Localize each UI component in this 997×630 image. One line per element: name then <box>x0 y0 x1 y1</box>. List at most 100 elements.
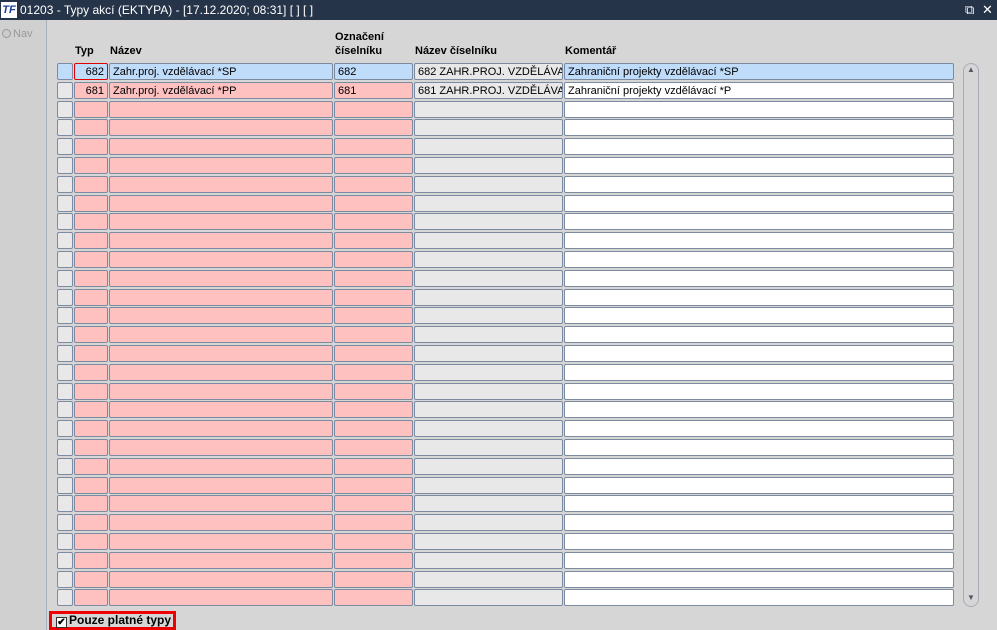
cell-typ[interactable] <box>74 251 108 268</box>
cell-oznaceni[interactable] <box>334 382 413 400</box>
cell-nazev-ciselniku[interactable] <box>414 382 563 400</box>
cell-nazev-ciselniku[interactable] <box>414 457 563 475</box>
cell-oznaceni[interactable] <box>334 251 413 268</box>
cell-komentar[interactable] <box>564 570 954 588</box>
cell-oznaceni[interactable] <box>334 326 413 344</box>
scroll-down-icon[interactable]: ▼ <box>967 593 975 602</box>
cell-sel[interactable] <box>57 589 73 607</box>
cell-nazev-ciselniku[interactable] <box>414 100 563 118</box>
cell-komentar[interactable] <box>564 307 954 325</box>
cell-nazev-ciselniku[interactable] <box>414 194 563 212</box>
cell-sel[interactable] <box>57 63 73 80</box>
cell-komentar[interactable] <box>564 457 954 475</box>
cell-nazev[interactable] <box>109 307 333 325</box>
cell-nazev-ciselniku[interactable]: 681 ZAHR.PROJ. VZDĚLÁVACÍ <box>414 81 563 99</box>
cell-nazev[interactable] <box>109 551 333 569</box>
cell-nazev[interactable] <box>109 363 333 381</box>
cell-sel[interactable] <box>57 269 73 287</box>
cell-nazev[interactable] <box>109 401 333 419</box>
cell-typ[interactable] <box>74 307 108 325</box>
cell-typ[interactable] <box>74 514 108 532</box>
cell-nazev-ciselniku[interactable] <box>414 251 563 268</box>
cell-nazev[interactable] <box>109 420 333 438</box>
cell-oznaceni[interactable] <box>334 533 413 550</box>
cell-typ[interactable] <box>74 175 108 193</box>
cell-sel[interactable] <box>57 307 73 325</box>
scroll-up-icon[interactable]: ▲ <box>967 65 975 74</box>
cell-nazev[interactable] <box>109 213 333 231</box>
cell-nazev[interactable] <box>109 100 333 118</box>
cell-nazev[interactable] <box>109 269 333 287</box>
cell-komentar[interactable]: Zahraniční projekty vzdělávací *P <box>564 81 954 99</box>
cell-oznaceni[interactable] <box>334 457 413 475</box>
cell-nazev-ciselniku[interactable] <box>414 269 563 287</box>
cell-komentar[interactable] <box>564 439 954 456</box>
cell-nazev-ciselniku[interactable] <box>414 401 563 419</box>
cell-nazev-ciselniku[interactable] <box>414 495 563 513</box>
cell-oznaceni[interactable] <box>334 100 413 118</box>
cell-oznaceni[interactable] <box>334 476 413 494</box>
cell-nazev[interactable] <box>109 382 333 400</box>
cell-typ[interactable] <box>74 119 108 137</box>
cell-nazev-ciselniku[interactable] <box>414 175 563 193</box>
cell-nazev[interactable] <box>109 589 333 607</box>
cell-komentar[interactable] <box>564 157 954 174</box>
cell-nazev-ciselniku[interactable] <box>414 345 563 362</box>
cell-nazev[interactable] <box>109 194 333 212</box>
cell-sel[interactable] <box>57 363 73 381</box>
cell-typ[interactable] <box>74 476 108 494</box>
cell-sel[interactable] <box>57 570 73 588</box>
cell-komentar[interactable] <box>564 382 954 400</box>
cell-nazev[interactable]: Zahr.proj. vzdělávací *SP <box>109 63 333 80</box>
cell-nazev-ciselniku[interactable]: 682 ZAHR.PROJ. VZDĚLÁVACÍ <box>414 63 563 80</box>
cell-typ[interactable]: 681 <box>74 81 108 99</box>
valid-only-checkbox[interactable]: ✔ Pouze platné typy <box>49 611 176 630</box>
cell-sel[interactable] <box>57 401 73 419</box>
cell-komentar[interactable] <box>564 119 954 137</box>
cell-sel[interactable] <box>57 345 73 362</box>
cell-sel[interactable] <box>57 175 73 193</box>
cell-nazev-ciselniku[interactable] <box>414 514 563 532</box>
cell-komentar[interactable] <box>564 288 954 306</box>
cell-komentar[interactable] <box>564 269 954 287</box>
cell-komentar[interactable]: Zahraniční projekty vzdělávací *SP <box>564 63 954 80</box>
cell-sel[interactable] <box>57 232 73 250</box>
cell-nazev[interactable] <box>109 138 333 156</box>
cell-typ[interactable] <box>74 194 108 212</box>
cell-nazev-ciselniku[interactable] <box>414 570 563 588</box>
cell-nazev[interactable] <box>109 232 333 250</box>
cell-nazev[interactable] <box>109 157 333 174</box>
cell-komentar[interactable] <box>564 476 954 494</box>
cell-nazev[interactable] <box>109 570 333 588</box>
cell-typ[interactable] <box>74 570 108 588</box>
cell-komentar[interactable] <box>564 533 954 550</box>
cell-oznaceni[interactable]: 682 <box>334 63 413 80</box>
cell-oznaceni[interactable] <box>334 157 413 174</box>
cell-typ[interactable] <box>74 363 108 381</box>
cell-typ[interactable]: 682 <box>74 63 108 80</box>
cell-nazev-ciselniku[interactable] <box>414 420 563 438</box>
cell-komentar[interactable] <box>564 363 954 381</box>
cell-typ[interactable] <box>74 420 108 438</box>
close-icon[interactable]: ✕ <box>982 2 993 17</box>
cell-komentar[interactable] <box>564 514 954 532</box>
cell-typ[interactable] <box>74 401 108 419</box>
cell-oznaceni[interactable] <box>334 213 413 231</box>
cell-oznaceni[interactable] <box>334 232 413 250</box>
cell-nazev-ciselniku[interactable] <box>414 138 563 156</box>
cell-sel[interactable] <box>57 476 73 494</box>
cell-nazev[interactable] <box>109 345 333 362</box>
cell-nazev[interactable] <box>109 495 333 513</box>
scrollbar[interactable]: ▲ ▼ <box>963 63 979 607</box>
cell-sel[interactable] <box>57 495 73 513</box>
cell-oznaceni[interactable] <box>334 514 413 532</box>
cell-typ[interactable] <box>74 213 108 231</box>
cell-typ[interactable] <box>74 326 108 344</box>
cell-sel[interactable] <box>57 251 73 268</box>
cell-nazev[interactable] <box>109 457 333 475</box>
cell-nazev[interactable] <box>109 119 333 137</box>
cell-oznaceni[interactable] <box>334 570 413 588</box>
cell-sel[interactable] <box>57 213 73 231</box>
cell-nazev[interactable]: Zahr.proj. vzdělávací *PP <box>109 81 333 99</box>
cell-komentar[interactable] <box>564 100 954 118</box>
